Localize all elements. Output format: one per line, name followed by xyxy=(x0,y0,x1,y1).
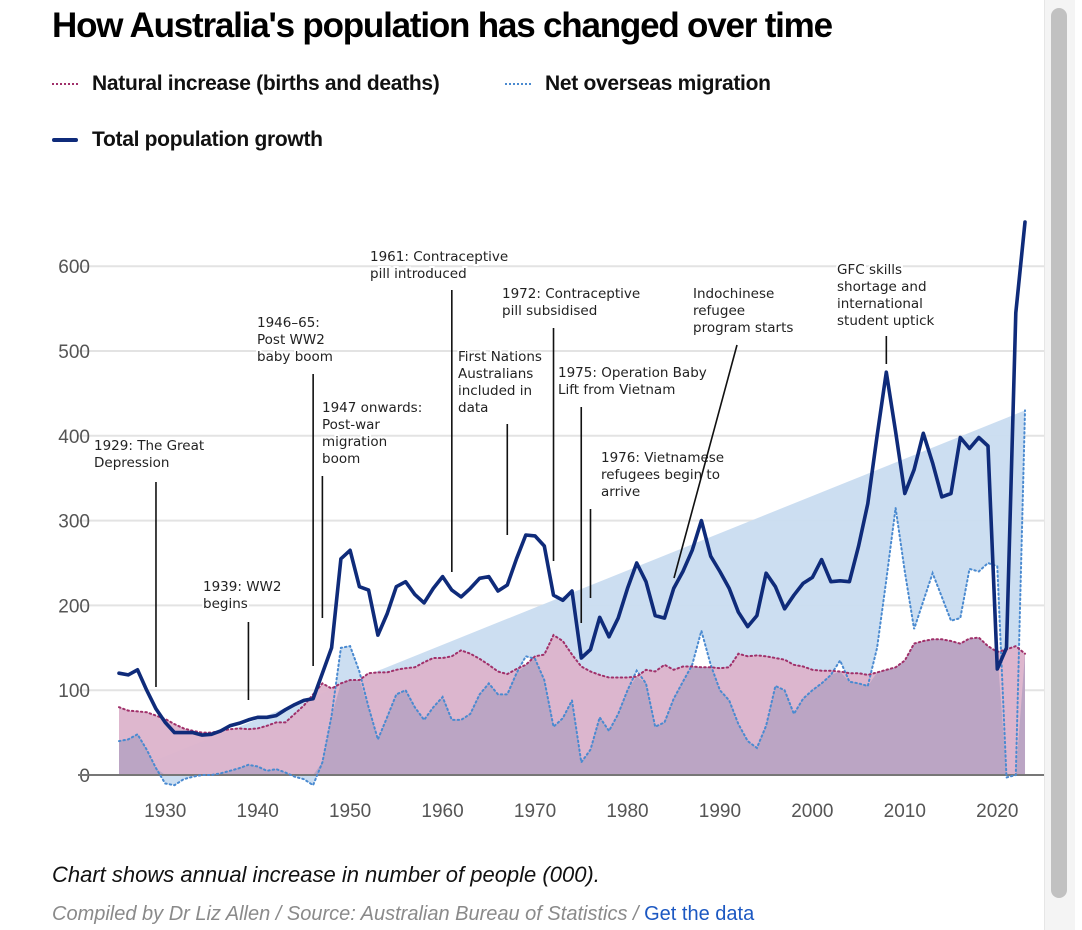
y-tick-label: 100 xyxy=(58,681,90,702)
x-tick-label: 1940 xyxy=(237,801,279,822)
x-tick-label: 1960 xyxy=(421,801,463,822)
annotation-text: 1976: Vietnamese xyxy=(601,450,724,466)
x-tick-label: 2020 xyxy=(976,801,1018,822)
y-tick-label: 200 xyxy=(58,596,90,617)
annotation-text: Australians xyxy=(458,366,533,382)
get-the-data-link[interactable]: Get the data xyxy=(644,903,755,925)
annotation-text: 1946–65: xyxy=(257,315,320,331)
annotation-text: baby boom xyxy=(257,349,333,365)
legend-label: Net overseas migration xyxy=(545,72,771,95)
annotation-text: begins xyxy=(203,596,248,612)
annotation-text: program starts xyxy=(693,320,793,336)
scrollbar-thumb[interactable] xyxy=(1051,8,1067,898)
credit-text: Compiled by Dr Liz Allen / Source: Austr… xyxy=(52,903,645,925)
chart-title: How Australia's population has changed o… xyxy=(52,6,833,45)
annotation-text: Post WW2 xyxy=(257,332,325,348)
annotation-text: 1939: WW2 xyxy=(203,579,281,595)
x-tick-label: 1980 xyxy=(606,801,648,822)
annotation-text: included in xyxy=(458,383,532,399)
annotation-text: GFC skills xyxy=(837,262,902,278)
legend-item-natural: Natural increase (births and deaths) xyxy=(52,72,440,96)
y-tick-label: 500 xyxy=(58,342,90,363)
annotation-text: Lift from Vietnam xyxy=(558,382,675,398)
annotation-text: international xyxy=(837,296,923,312)
annotation-text: First Nations xyxy=(458,349,542,365)
legend-item-total: Total population growth xyxy=(52,128,323,152)
annotation-text: 1972: Contraceptive xyxy=(502,286,640,302)
annotation-text: boom xyxy=(322,451,360,467)
dotted-line-swatch-icon xyxy=(505,83,531,85)
annotation-text: Post-war xyxy=(322,417,380,433)
annotation-text: migration xyxy=(322,434,387,450)
x-tick-label: 1930 xyxy=(144,801,186,822)
x-tick-label: 1950 xyxy=(329,801,371,822)
x-tick-label: 1990 xyxy=(699,801,741,822)
annotation-text: student uptick xyxy=(837,313,934,329)
total-line xyxy=(117,220,1027,737)
y-tick-label: 300 xyxy=(58,512,90,533)
series-lines xyxy=(117,220,1027,787)
annotation-text: arrive xyxy=(601,484,640,500)
annotation-text: shortage and xyxy=(837,279,927,295)
annotation-text: 1961: Contraceptive xyxy=(370,249,508,265)
annotation-text: 1929: The Great xyxy=(94,438,204,454)
legend-label: Total population growth xyxy=(92,128,323,151)
y-tick-label: 400 xyxy=(58,427,90,448)
legend-label: Natural increase (births and deaths) xyxy=(92,72,440,95)
annotation-text: pill subsidised xyxy=(502,303,597,319)
x-axis-ticks: 1930 1940 1950 1960 1970 1980 1990 2000 2010 2020 xyxy=(144,801,1018,822)
natural-line xyxy=(118,633,1026,734)
x-tick-label: 2000 xyxy=(791,801,833,822)
x-tick-label: 2010 xyxy=(884,801,926,822)
annotation-text: refugee xyxy=(693,303,745,319)
solid-line-swatch-icon xyxy=(52,138,78,142)
source-credit: Compiled by Dr Liz Allen / Source: Austr… xyxy=(52,903,754,926)
annotation-text: Indochinese xyxy=(693,286,774,302)
annotation-text: data xyxy=(458,400,488,416)
y-axis-ticks: 0 100 200 300 400 500 600 xyxy=(58,257,90,787)
annotation-text: 1947 onwards: xyxy=(322,400,422,416)
annotation-text: pill introduced xyxy=(370,266,467,282)
annotation-text: Depression xyxy=(94,455,169,471)
y-tick-label: 600 xyxy=(58,257,90,278)
chart-footnote: Chart shows annual increase in number of… xyxy=(52,862,600,887)
dotted-line-swatch-icon xyxy=(52,83,78,85)
migration-line xyxy=(118,409,1026,787)
population-chart: 0 100 200 300 400 500 600 1929: The GreatDepre… xyxy=(58,220,1045,822)
annotation-text: 1975: Operation Baby xyxy=(558,365,707,381)
annotation-text: refugees begin to xyxy=(601,467,720,483)
x-tick-label: 1970 xyxy=(514,801,556,822)
annotation-leader-line xyxy=(673,344,738,579)
y-tick-label: 0 xyxy=(79,766,90,787)
legend-item-migration: Net overseas migration xyxy=(505,72,771,96)
